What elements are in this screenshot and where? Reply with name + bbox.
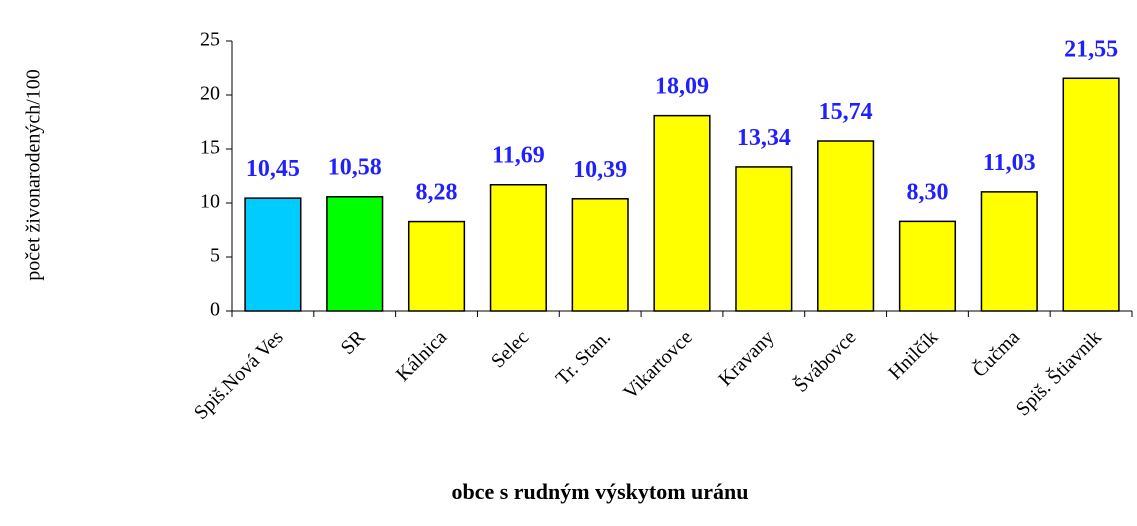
value-label: 8,30 xyxy=(906,179,948,205)
x-tick-label: Čučma xyxy=(967,325,1024,382)
y-tick-label: 10 xyxy=(200,191,220,213)
x-axis-label: obce s rudným výskytom uránu xyxy=(451,479,748,504)
value-label: 10,45 xyxy=(246,156,300,182)
value-label: 8,28 xyxy=(416,180,458,206)
x-tick-label: Tr. Stan. xyxy=(552,326,615,389)
value-label: 11,69 xyxy=(492,143,545,169)
bar xyxy=(817,140,875,312)
bar xyxy=(1062,77,1120,312)
bar xyxy=(489,183,547,312)
bar xyxy=(571,198,629,312)
x-tick-label: Spiš.Nová Ves xyxy=(190,326,288,424)
y-tick-label: 15 xyxy=(200,137,220,159)
x-tick-label: Spiš. Štiavnik xyxy=(1010,325,1106,421)
value-label: 18,09 xyxy=(655,74,709,100)
y-tick-label: 0 xyxy=(210,299,220,321)
value-label: 21,55 xyxy=(1064,36,1118,62)
value-label: 10,58 xyxy=(328,155,382,181)
value-label: 15,74 xyxy=(819,99,873,125)
x-tick-label: Švábovce xyxy=(788,325,860,397)
bar xyxy=(653,114,711,312)
x-tick-label: Kálnica xyxy=(392,326,452,386)
bar xyxy=(898,220,957,312)
x-tick-label: SR xyxy=(337,326,370,359)
value-label: 10,39 xyxy=(573,157,627,183)
x-tick-label: Selec xyxy=(487,326,533,372)
y-tick-label: 20 xyxy=(200,83,220,105)
bar xyxy=(326,195,384,312)
bar xyxy=(407,220,466,312)
bar xyxy=(980,191,1038,312)
value-label: 13,34 xyxy=(737,125,791,151)
bar xyxy=(735,166,793,312)
x-tick-label: Hnilčík xyxy=(884,326,942,384)
x-tick-label: Vikartovce xyxy=(619,326,697,404)
y-tick-label: 25 xyxy=(200,29,220,51)
x-tick-label: Kravany xyxy=(714,326,778,390)
y-tick-label: 5 xyxy=(210,245,220,267)
bar xyxy=(244,197,302,312)
value-label: 11,03 xyxy=(983,150,1036,176)
y-axis-label: počet živonarodených/100 xyxy=(23,69,45,281)
